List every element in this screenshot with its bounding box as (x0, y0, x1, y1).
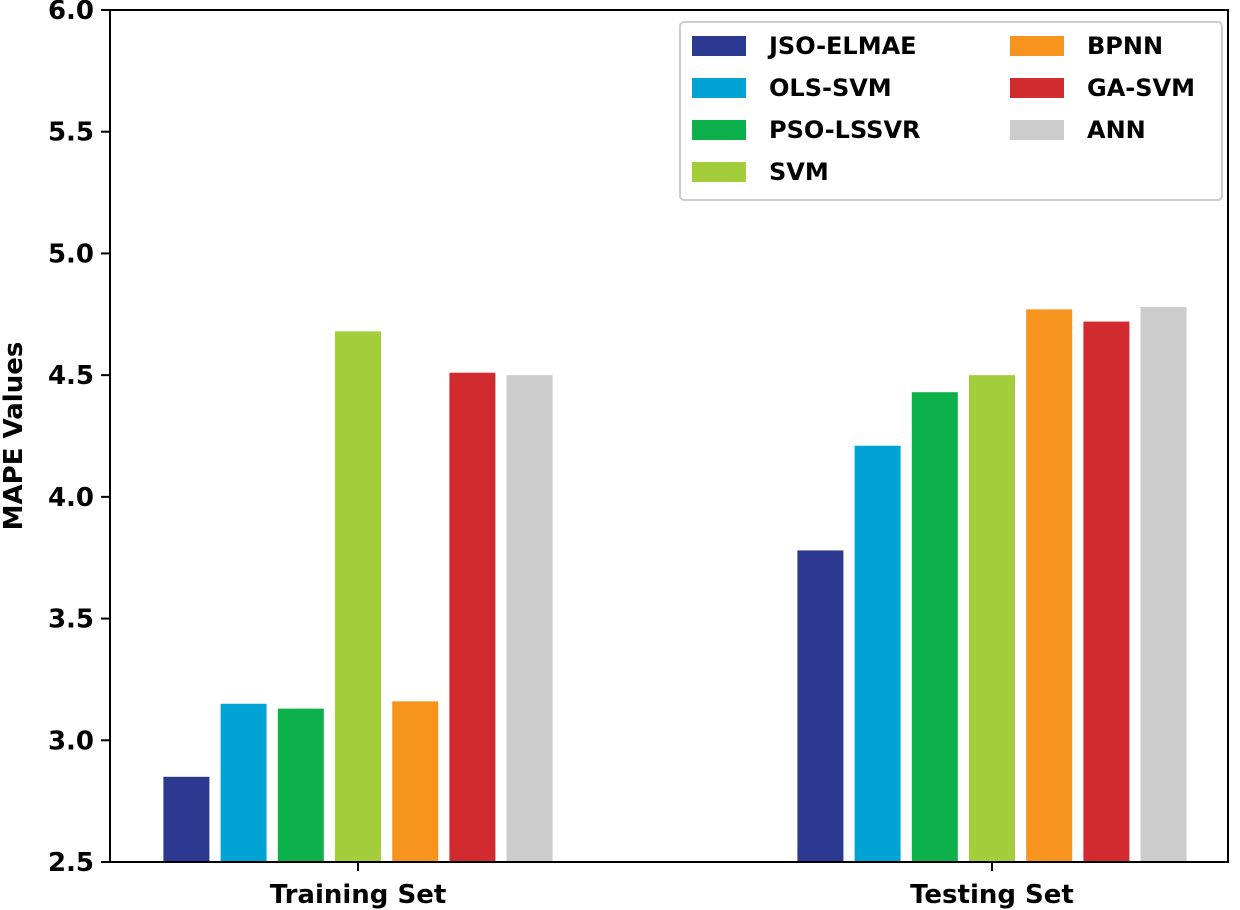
legend-swatch-bpnn (1010, 36, 1064, 56)
y-tick-label: 3.5 (48, 605, 94, 635)
bar-pso-lssvr-testing-set (911, 392, 958, 862)
bar-ga-svm-training-set (449, 372, 496, 862)
bar-bpnn-training-set (392, 701, 439, 862)
bar-jso-elmae-testing-set (797, 550, 844, 862)
bar-ann-training-set (506, 375, 553, 862)
bar-jso-elmae-training-set (163, 776, 210, 862)
x-axis-ticks: Training Set Testing Set (270, 862, 1074, 910)
y-axis-label: MAPE Values (0, 342, 29, 531)
bar-bpnn-testing-set (1026, 309, 1073, 863)
plot-frame (109, 9, 1229, 863)
y-tick-label: 5.0 (48, 239, 94, 269)
bar-ann-testing-set (1140, 306, 1187, 862)
bar-svm-training-set (335, 331, 381, 863)
y-tick-label: 6.0 (48, 0, 94, 26)
legend-swatch-jso-elmae (692, 36, 746, 56)
legend-label-jso-elmae: JSO-ELMAE (767, 32, 917, 60)
bars-group (163, 306, 1187, 863)
legend-box (679, 21, 1223, 201)
y-axis-ticks: 2.5 3.0 3.5 4.0 4.5 5.0 5.5 6.0 (48, 0, 110, 878)
legend-swatch-ann (1010, 120, 1064, 140)
x-tick-label: Training Set (270, 880, 447, 910)
legend-label-svm: SVM (769, 158, 829, 186)
legend-label-ga-svm: GA-SVM (1087, 74, 1195, 102)
y-tick-label: 4.5 (48, 361, 94, 391)
x-tick-label: Testing Set (910, 880, 1074, 910)
y-tick-label: 3.0 (48, 726, 94, 756)
legend: JSO-ELMAE OLS-SVM PSO-LSSVR SVM BPNN GA-SVM AN… (679, 21, 1223, 201)
legend-label-ols-svm: OLS-SVM (769, 74, 892, 102)
legend-label-bpnn: BPNN (1087, 32, 1163, 60)
legend-swatch-ga-svm (1010, 78, 1064, 98)
legend-label-pso-lssvr: PSO-LSSVR (769, 116, 921, 144)
y-tick-label: 4.0 (48, 483, 94, 513)
y-tick-label: 2.5 (48, 848, 94, 878)
bar-pso-lssvr-training-set (277, 708, 324, 862)
bar-svm-testing-set (969, 375, 1015, 862)
legend-swatch-pso-lssvr (692, 120, 746, 140)
bar-ols-svm-training-set (220, 703, 267, 862)
legend-swatch-ols-svm (692, 78, 746, 98)
legend-swatch-svm (692, 162, 746, 182)
legend-label-ann: ANN (1087, 116, 1146, 144)
bar-ga-svm-testing-set (1083, 321, 1130, 862)
bar-ols-svm-testing-set (854, 445, 901, 862)
y-tick-label: 5.5 (48, 118, 94, 148)
